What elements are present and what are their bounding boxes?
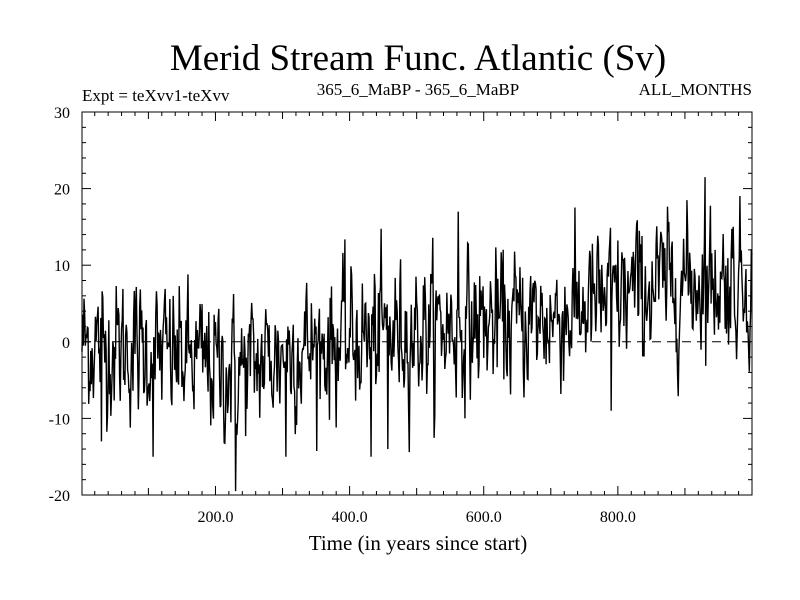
y-tick-label: 0: [62, 335, 70, 352]
x-axis: 200.0 400.0 600.0 800.0: [94, 112, 740, 526]
x-tick-label: 800.0: [600, 509, 636, 526]
y-tick-label: 10: [54, 258, 70, 275]
y-tick-label: 20: [54, 182, 70, 199]
y-tick-label: -10: [49, 411, 70, 428]
x-tick-label: 400.0: [332, 509, 368, 526]
y-tick-label: -20: [49, 488, 70, 505]
x-tick-label: 200.0: [197, 509, 233, 526]
series-line-atlantic: [81, 177, 753, 492]
run-comparison-label: 365_6_MaBP - 365_6_MaBP: [317, 80, 519, 99]
x-axis-label: Time (in years since start): [309, 531, 528, 555]
months-label: ALL_MONTHS: [639, 80, 752, 99]
experiment-label: Expt = teXvv1-teXvv: [82, 86, 230, 105]
y-axis: -20 -10 0 10 20 30: [49, 105, 752, 505]
chart-title: Merid Stream Func. Atlantic (Sv): [170, 38, 666, 79]
x-tick-label: 600.0: [466, 509, 502, 526]
y-tick-label: 30: [54, 105, 70, 122]
